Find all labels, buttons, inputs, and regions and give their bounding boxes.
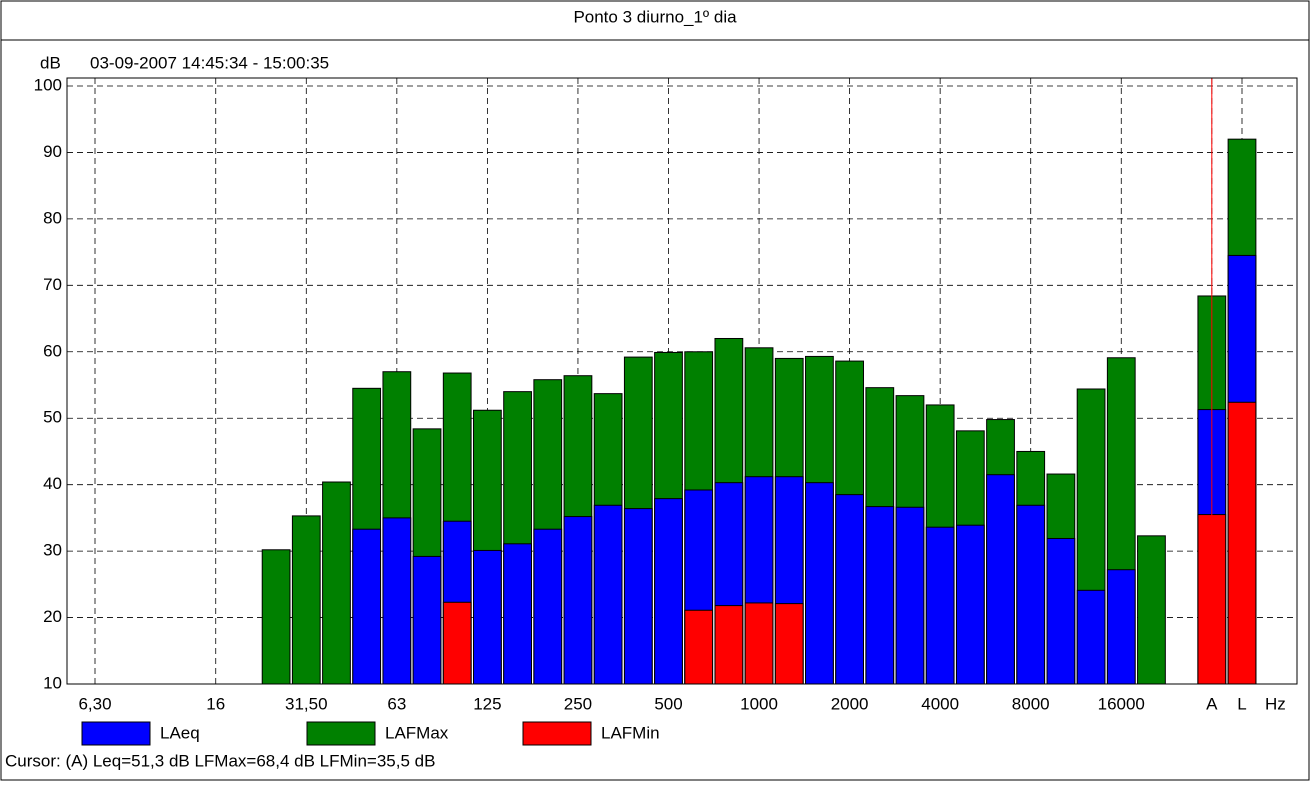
bar bbox=[1227, 401, 1257, 685]
x-tick-label: L bbox=[1237, 694, 1246, 713]
x-tick-label: 4000 bbox=[921, 694, 959, 713]
x-tick-label: 16 bbox=[206, 694, 225, 713]
legend-label: LAeq bbox=[160, 723, 200, 742]
bar bbox=[925, 526, 955, 685]
bar bbox=[473, 549, 502, 685]
bar bbox=[291, 515, 321, 685]
x-tick-label: 1000 bbox=[740, 694, 778, 713]
y-tick-label: 10 bbox=[43, 673, 62, 692]
cursor-readout: Cursor: (A) Leq=51,3 dB LFMax=68,4 dB LF… bbox=[5, 751, 435, 770]
bar bbox=[1106, 569, 1136, 685]
bar bbox=[744, 602, 774, 685]
bar bbox=[503, 543, 532, 685]
bar bbox=[654, 498, 683, 685]
bar bbox=[865, 506, 895, 685]
y-axis-label: dB bbox=[40, 53, 61, 72]
chart-title: Ponto 3 diurno_1º dia bbox=[573, 7, 737, 26]
bar bbox=[442, 601, 472, 685]
bar bbox=[895, 506, 925, 685]
legend-label: LAFMin bbox=[601, 723, 660, 742]
bar bbox=[955, 524, 985, 685]
legend-swatch bbox=[81, 721, 151, 746]
bar bbox=[623, 508, 653, 685]
x-tick-label: 63 bbox=[387, 694, 406, 713]
bar bbox=[382, 517, 412, 685]
y-tick-label: 60 bbox=[43, 341, 62, 360]
x-tick-label: 16000 bbox=[1098, 694, 1145, 713]
bar bbox=[261, 549, 291, 685]
x-tick-label: 125 bbox=[473, 694, 501, 713]
bar bbox=[533, 528, 563, 685]
bar bbox=[1046, 537, 1076, 685]
y-tick-label: 40 bbox=[43, 474, 62, 493]
y-tick-label: 80 bbox=[43, 208, 62, 227]
legend-swatch bbox=[522, 721, 592, 746]
x-axis-label: Hz bbox=[1265, 694, 1286, 713]
y-tick-label: 30 bbox=[43, 541, 62, 560]
bar bbox=[805, 482, 834, 685]
plot-frame bbox=[66, 77, 1298, 685]
bar bbox=[684, 609, 714, 685]
bar bbox=[1016, 504, 1046, 685]
legend-swatch bbox=[306, 721, 376, 746]
x-tick-label: 8000 bbox=[1012, 694, 1050, 713]
y-tick-label: 70 bbox=[43, 275, 62, 294]
bar bbox=[593, 504, 623, 685]
y-tick-label: 90 bbox=[43, 142, 62, 161]
bar bbox=[563, 516, 593, 685]
bar bbox=[322, 481, 351, 685]
legend-label: LAFMax bbox=[385, 723, 449, 742]
y-tick-label: 50 bbox=[43, 408, 62, 427]
x-tick-label: 2000 bbox=[831, 694, 869, 713]
bar bbox=[1076, 589, 1106, 685]
x-tick-label: A bbox=[1206, 694, 1218, 713]
bar bbox=[352, 528, 382, 685]
bar bbox=[835, 494, 864, 685]
x-tick-label: 250 bbox=[564, 694, 592, 713]
y-tick-label: 20 bbox=[43, 607, 62, 626]
subtitle: 03-09-2007 14:45:34 - 15:00:35 bbox=[90, 53, 329, 72]
bar bbox=[714, 605, 744, 685]
x-tick-label: 500 bbox=[654, 694, 682, 713]
bar bbox=[774, 603, 804, 685]
x-tick-label: 6,30 bbox=[78, 694, 111, 713]
bar bbox=[986, 474, 1015, 685]
bar bbox=[412, 555, 442, 685]
x-tick-label: 31,50 bbox=[285, 694, 328, 713]
bar bbox=[1137, 535, 1166, 685]
y-tick-label: 100 bbox=[34, 75, 62, 94]
